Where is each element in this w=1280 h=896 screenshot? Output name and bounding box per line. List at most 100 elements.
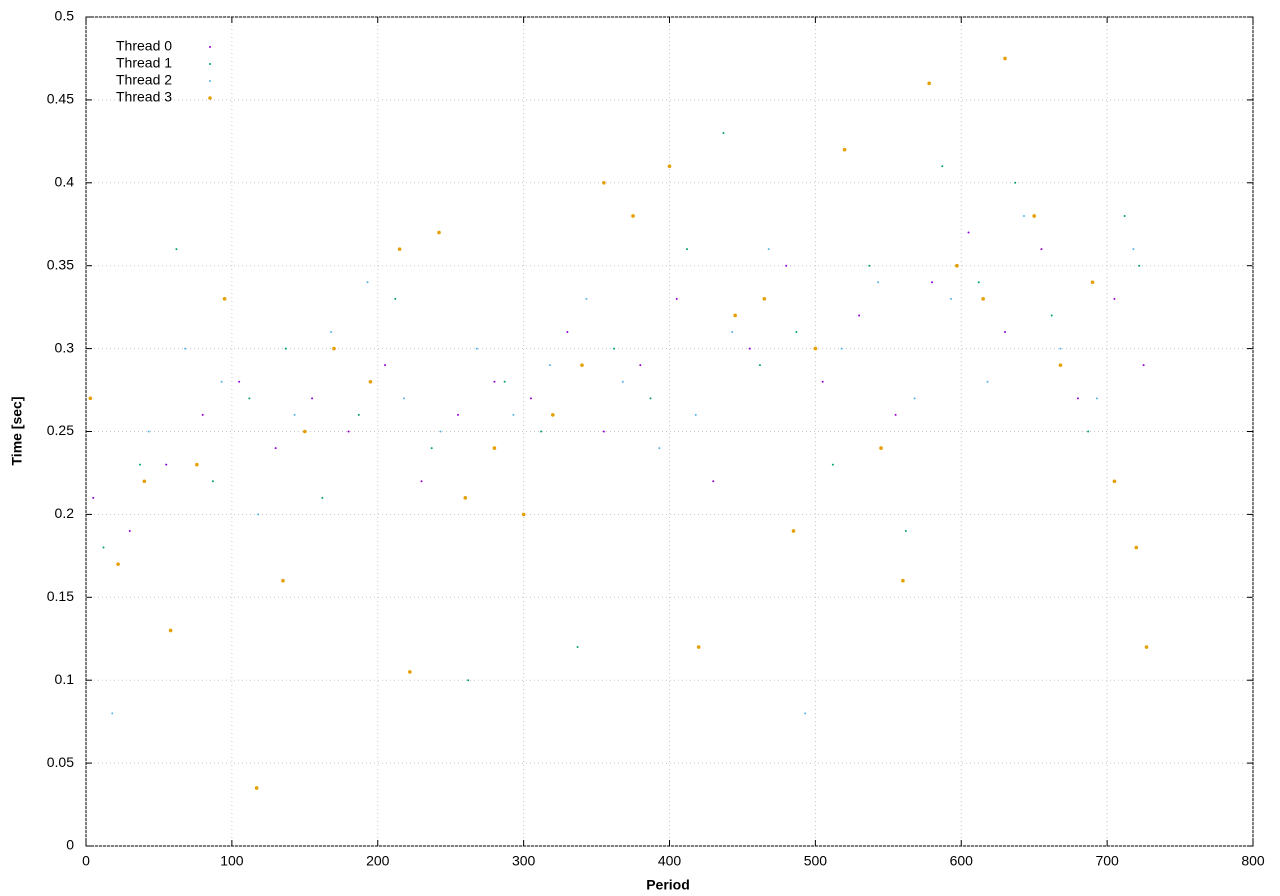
point xyxy=(475,347,478,350)
point xyxy=(281,578,285,583)
point xyxy=(694,413,697,416)
point xyxy=(748,347,751,350)
point xyxy=(621,380,624,383)
point xyxy=(658,447,661,450)
point xyxy=(521,512,526,517)
point xyxy=(576,646,579,649)
point xyxy=(639,364,642,367)
point xyxy=(512,413,515,416)
legend-marker xyxy=(209,63,211,65)
point xyxy=(463,496,468,500)
point xyxy=(950,297,953,300)
x-tick-label: 300 xyxy=(512,853,536,869)
point xyxy=(821,380,824,383)
point xyxy=(128,529,131,532)
legend-label: Thread 2 xyxy=(116,72,172,88)
point xyxy=(303,429,307,434)
point xyxy=(1087,430,1090,433)
y-tick-label: 0.35 xyxy=(47,256,74,272)
point xyxy=(986,380,989,383)
x-tick-label: 600 xyxy=(950,853,974,869)
point xyxy=(667,164,672,169)
point xyxy=(696,645,701,649)
point xyxy=(831,463,834,466)
point xyxy=(955,263,959,268)
point xyxy=(347,430,350,433)
point xyxy=(686,248,689,251)
point xyxy=(842,147,847,152)
point xyxy=(566,331,569,334)
point xyxy=(1113,297,1116,300)
point xyxy=(540,430,543,433)
point xyxy=(332,346,336,351)
point xyxy=(88,396,93,401)
point xyxy=(868,264,871,267)
point xyxy=(602,181,606,185)
point xyxy=(529,397,532,400)
y-tick-label: 0.3 xyxy=(55,339,75,355)
legend-marker xyxy=(208,96,212,100)
point xyxy=(1003,56,1007,61)
point xyxy=(211,480,214,483)
point xyxy=(257,513,260,516)
point xyxy=(762,297,767,301)
x-tick-label: 200 xyxy=(366,853,390,869)
point xyxy=(631,214,635,218)
x-tick-label: 0 xyxy=(82,853,90,869)
x-tick-label: 500 xyxy=(804,853,828,869)
point xyxy=(1095,397,1098,400)
point xyxy=(791,529,796,533)
point xyxy=(649,397,652,400)
point xyxy=(1004,331,1007,334)
point xyxy=(138,463,141,466)
y-tick-label: 0.15 xyxy=(47,588,74,604)
point xyxy=(877,281,880,284)
point xyxy=(602,430,605,433)
point xyxy=(675,297,678,300)
point xyxy=(168,628,173,633)
point xyxy=(368,379,373,384)
point xyxy=(712,480,715,483)
point xyxy=(967,231,970,234)
point xyxy=(195,462,199,467)
legend-label: Thread 0 xyxy=(116,38,172,54)
point xyxy=(1040,248,1043,251)
x-tick-label: 700 xyxy=(1095,853,1119,869)
point xyxy=(913,397,916,400)
point xyxy=(927,81,931,86)
x-tick-label: 100 xyxy=(220,853,244,869)
point xyxy=(366,281,369,284)
point xyxy=(394,297,397,300)
legend-marker xyxy=(209,46,211,48)
point xyxy=(284,347,287,350)
point xyxy=(580,363,584,367)
point xyxy=(1134,545,1139,550)
y-tick-label: 0.5 xyxy=(55,8,75,24)
point xyxy=(551,413,555,417)
point xyxy=(1022,214,1025,217)
point xyxy=(879,446,883,450)
point xyxy=(116,562,120,566)
point xyxy=(722,132,725,135)
point xyxy=(1058,363,1063,367)
point xyxy=(492,446,497,450)
point xyxy=(767,248,770,251)
point xyxy=(813,346,818,351)
point xyxy=(981,297,985,301)
point xyxy=(804,712,807,715)
point xyxy=(548,364,551,367)
point xyxy=(248,397,251,400)
point xyxy=(408,670,412,674)
point xyxy=(321,496,324,499)
point xyxy=(904,529,907,532)
point xyxy=(894,413,897,416)
point xyxy=(467,679,470,682)
point xyxy=(165,463,168,466)
point xyxy=(175,248,178,251)
y-tick-label: 0.25 xyxy=(47,422,74,438)
y-tick-label: 0.1 xyxy=(55,671,75,687)
point xyxy=(1142,364,1145,367)
point xyxy=(420,480,423,483)
point xyxy=(1032,214,1036,218)
y-tick-label: 0.4 xyxy=(55,174,75,190)
